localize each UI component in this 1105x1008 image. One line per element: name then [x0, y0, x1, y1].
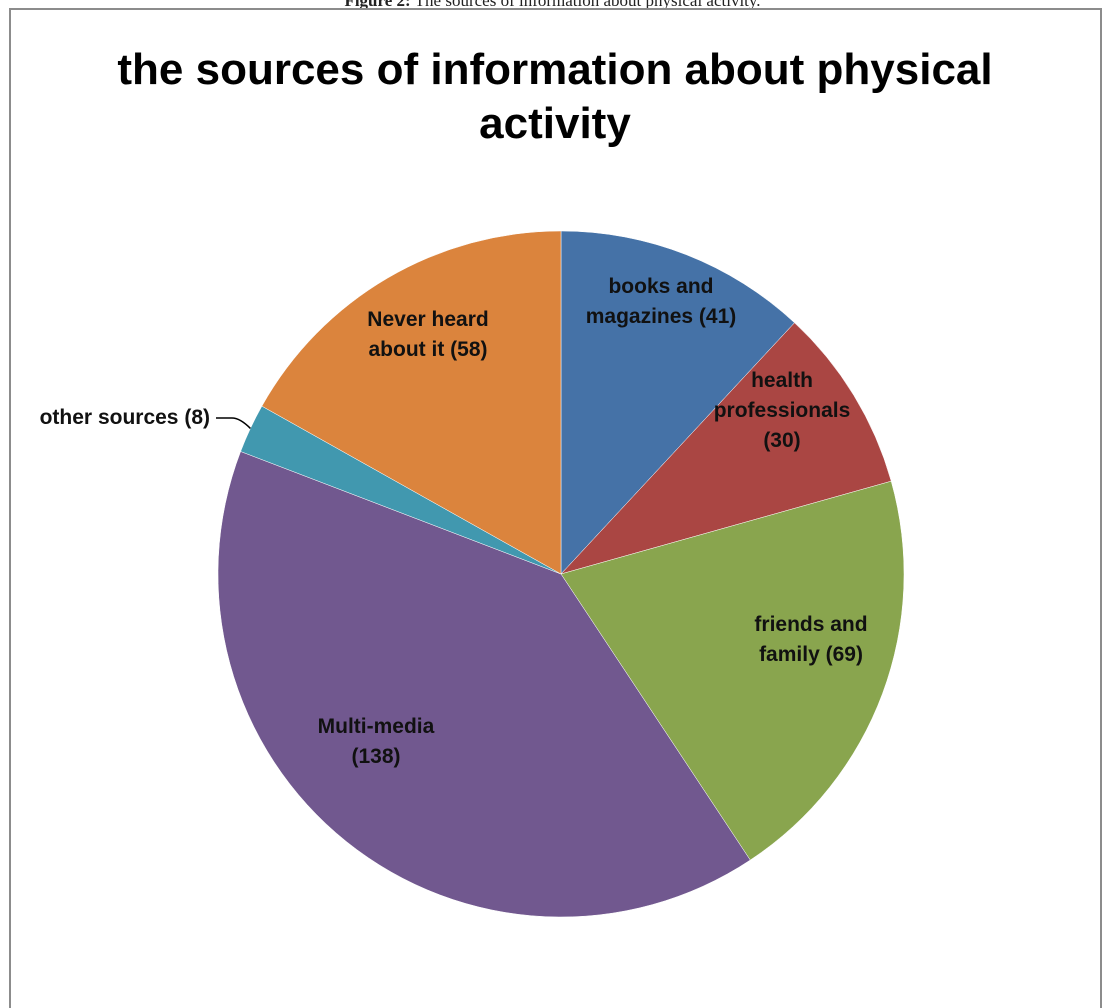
- pie-label-multi-media-line-2: (138): [351, 745, 400, 768]
- chart-title-line-1: the sources of information about physica…: [117, 45, 992, 94]
- pie-slice-health-professionals: [560, 322, 892, 575]
- figure-caption-text: The sources of information about physica…: [414, 0, 761, 10]
- pie-leader-line-other-sources: [216, 417, 251, 429]
- pie-label-books-and-magazines-line-2: magazines (41): [586, 305, 737, 328]
- pie-label-friends-and-family-line-2: family (69): [759, 643, 863, 666]
- pie-label-multi-media-line-1: Multi-media: [318, 715, 435, 738]
- figure-caption-prefix: Figure 2:: [344, 0, 411, 10]
- pie-slice-books-and-magazines: [560, 230, 795, 575]
- pie-label-never-heard-about-it-line-2: about it (58): [369, 338, 488, 361]
- pie-labels: books and magazines (41) health professiona…: [40, 275, 868, 768]
- pie-slice-friends-and-family: [560, 480, 905, 861]
- pie-label-books-and-magazines-line-1: books and: [608, 275, 713, 298]
- pie-label-health-professionals-line-3: (30): [763, 429, 800, 452]
- pie-label-health-professionals-line-2: professionals: [714, 399, 851, 422]
- pie-slice-multi-media: [217, 451, 751, 918]
- figure-caption: Figure 2: The sources of information abo…: [0, 0, 1105, 11]
- chart-title-line-2: activity: [479, 99, 631, 148]
- pie-label-other-sources-line-1: other sources (8): [40, 406, 210, 429]
- pie-label-never-heard-about-it-line-1: Never heard: [367, 308, 488, 331]
- pie-label-health-professionals-line-1: health: [751, 369, 813, 392]
- pie-slice-never-heard-about-it: [261, 230, 562, 575]
- pie-label-friends-and-family-line-1: friends and: [754, 613, 867, 636]
- pie-slices: [217, 230, 905, 918]
